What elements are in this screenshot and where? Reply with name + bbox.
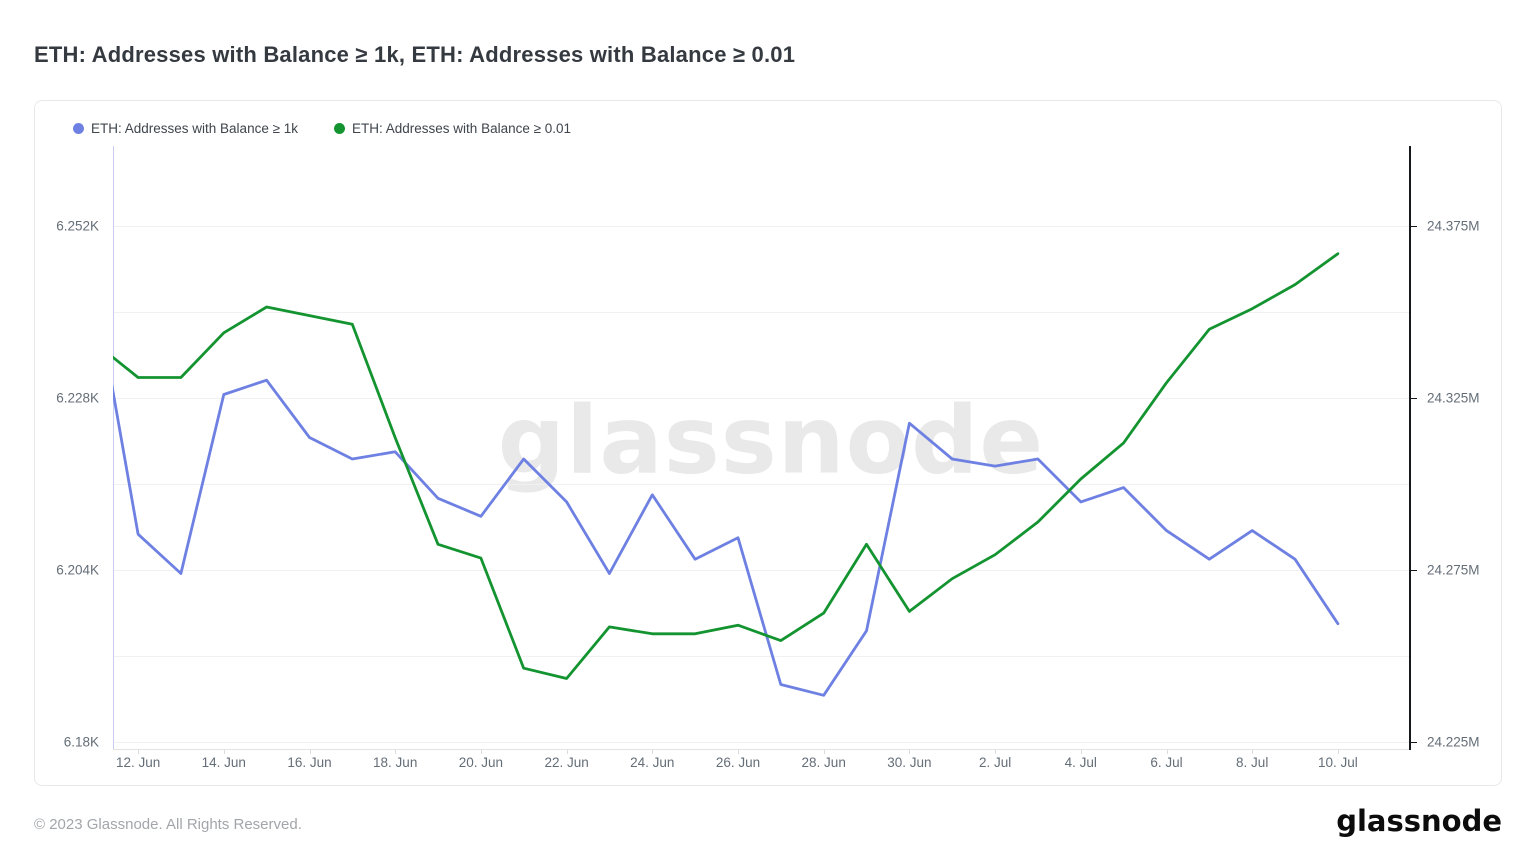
x-axis-tick: [1166, 749, 1168, 754]
x-axis-tick: [480, 749, 482, 754]
right-axis-tick: [1411, 570, 1417, 572]
x-axis-label: 24. Jun: [630, 755, 675, 770]
legend-item-balance-0-01[interactable]: ETH: Addresses with Balance ≥ 0.01: [334, 121, 571, 136]
x-axis-tick: [1080, 749, 1082, 754]
x-axis-label: 16. Jun: [287, 755, 332, 770]
x-axis-label: 28. Jun: [801, 755, 846, 770]
x-axis-tick: [1252, 749, 1254, 754]
x-axis-tick: [223, 749, 225, 754]
y-axis-label-right: 24.275M: [1427, 562, 1480, 578]
copyright-text: © 2023 Glassnode. All Rights Reserved.: [34, 816, 302, 833]
gridline: [113, 570, 1409, 571]
x-axis-tick: [909, 749, 911, 754]
x-axis-line: [113, 749, 1409, 750]
y-axis-label-left: 6.252K: [56, 218, 99, 234]
x-axis-tick: [995, 749, 997, 754]
right-axis-line: [1409, 146, 1411, 750]
x-axis-label: 30. Jun: [887, 755, 932, 770]
left-axis-line: [113, 146, 114, 749]
right-axis-tick: [1411, 742, 1417, 744]
y-axis-label-right: 24.375M: [1427, 218, 1480, 234]
right-axis-tick: [1411, 398, 1417, 400]
x-axis-tick: [823, 749, 825, 754]
x-axis-label: 10. Jul: [1318, 755, 1358, 770]
y-axis-label-left: 6.228K: [56, 390, 99, 406]
y-axis-label-right: 24.325M: [1427, 390, 1480, 406]
x-axis-tick: [138, 749, 140, 754]
gridline: [113, 655, 1409, 657]
series-line-balance-0-01: [113, 252, 1340, 680]
x-axis-tick: [566, 749, 568, 754]
x-axis-label: 12. Jun: [115, 755, 161, 770]
legend-marker-blue-icon: [73, 122, 84, 134]
glassnode-logo: glassnode: [1336, 804, 1502, 838]
x-axis-tick: [738, 749, 739, 754]
x-axis-label: 26. Jun: [715, 755, 761, 770]
gridline: [113, 398, 1409, 400]
x-axis-label: 6. Jul: [1150, 755, 1183, 770]
right-axis-tick: [1411, 226, 1417, 228]
legend-label-balance-0-01: ETH: Addresses with Balance ≥ 0.01: [352, 120, 572, 136]
x-axis-tick: [1337, 749, 1339, 754]
x-axis-label: 14. Jun: [201, 755, 246, 770]
y-axis-label-left: 6.18K: [63, 734, 99, 750]
x-axis-tick: [309, 749, 311, 754]
page-title: ETH: Addresses with Balance ≥ 1k, ETH: A…: [34, 42, 796, 67]
x-axis-label: 22. Jun: [544, 755, 589, 770]
legend: ETH: Addresses with Balance ≥ 1k ETH: Ad…: [73, 119, 571, 137]
x-axis-tick: [395, 749, 397, 754]
gridline: [113, 312, 1409, 314]
gridline: [113, 226, 1409, 228]
x-axis-label: 2. Jul: [978, 755, 1012, 770]
legend-marker-green-icon: [334, 122, 346, 134]
series-line-balance-1k: [113, 378, 1340, 697]
x-axis-tick: [652, 749, 654, 754]
y-axis-label-left: 6.204K: [56, 562, 99, 578]
legend-item-balance-1k[interactable]: ETH: Addresses with Balance ≥ 1k: [73, 121, 298, 136]
gridline: [113, 741, 1409, 743]
x-axis-label: 4. Jul: [1064, 755, 1097, 770]
gridline: [113, 484, 1409, 485]
legend-label-balance-1k: ETH: Addresses with Balance ≥ 1k: [91, 120, 299, 136]
x-axis-label: 20. Jun: [458, 755, 504, 770]
line-chart: [113, 252, 1340, 697]
chart-card: ETH: Addresses with Balance ≥ 1k ETH: Ad…: [34, 100, 1502, 786]
y-axis-label-right: 24.225M: [1427, 734, 1480, 750]
x-axis-label: 18. Jun: [373, 755, 418, 770]
plot-area: glassnode 6.252K 6.228K 6.204K 6.18K 24.375M…: [56, 146, 1480, 770]
x-axis-label: 8. Jul: [1236, 755, 1269, 770]
